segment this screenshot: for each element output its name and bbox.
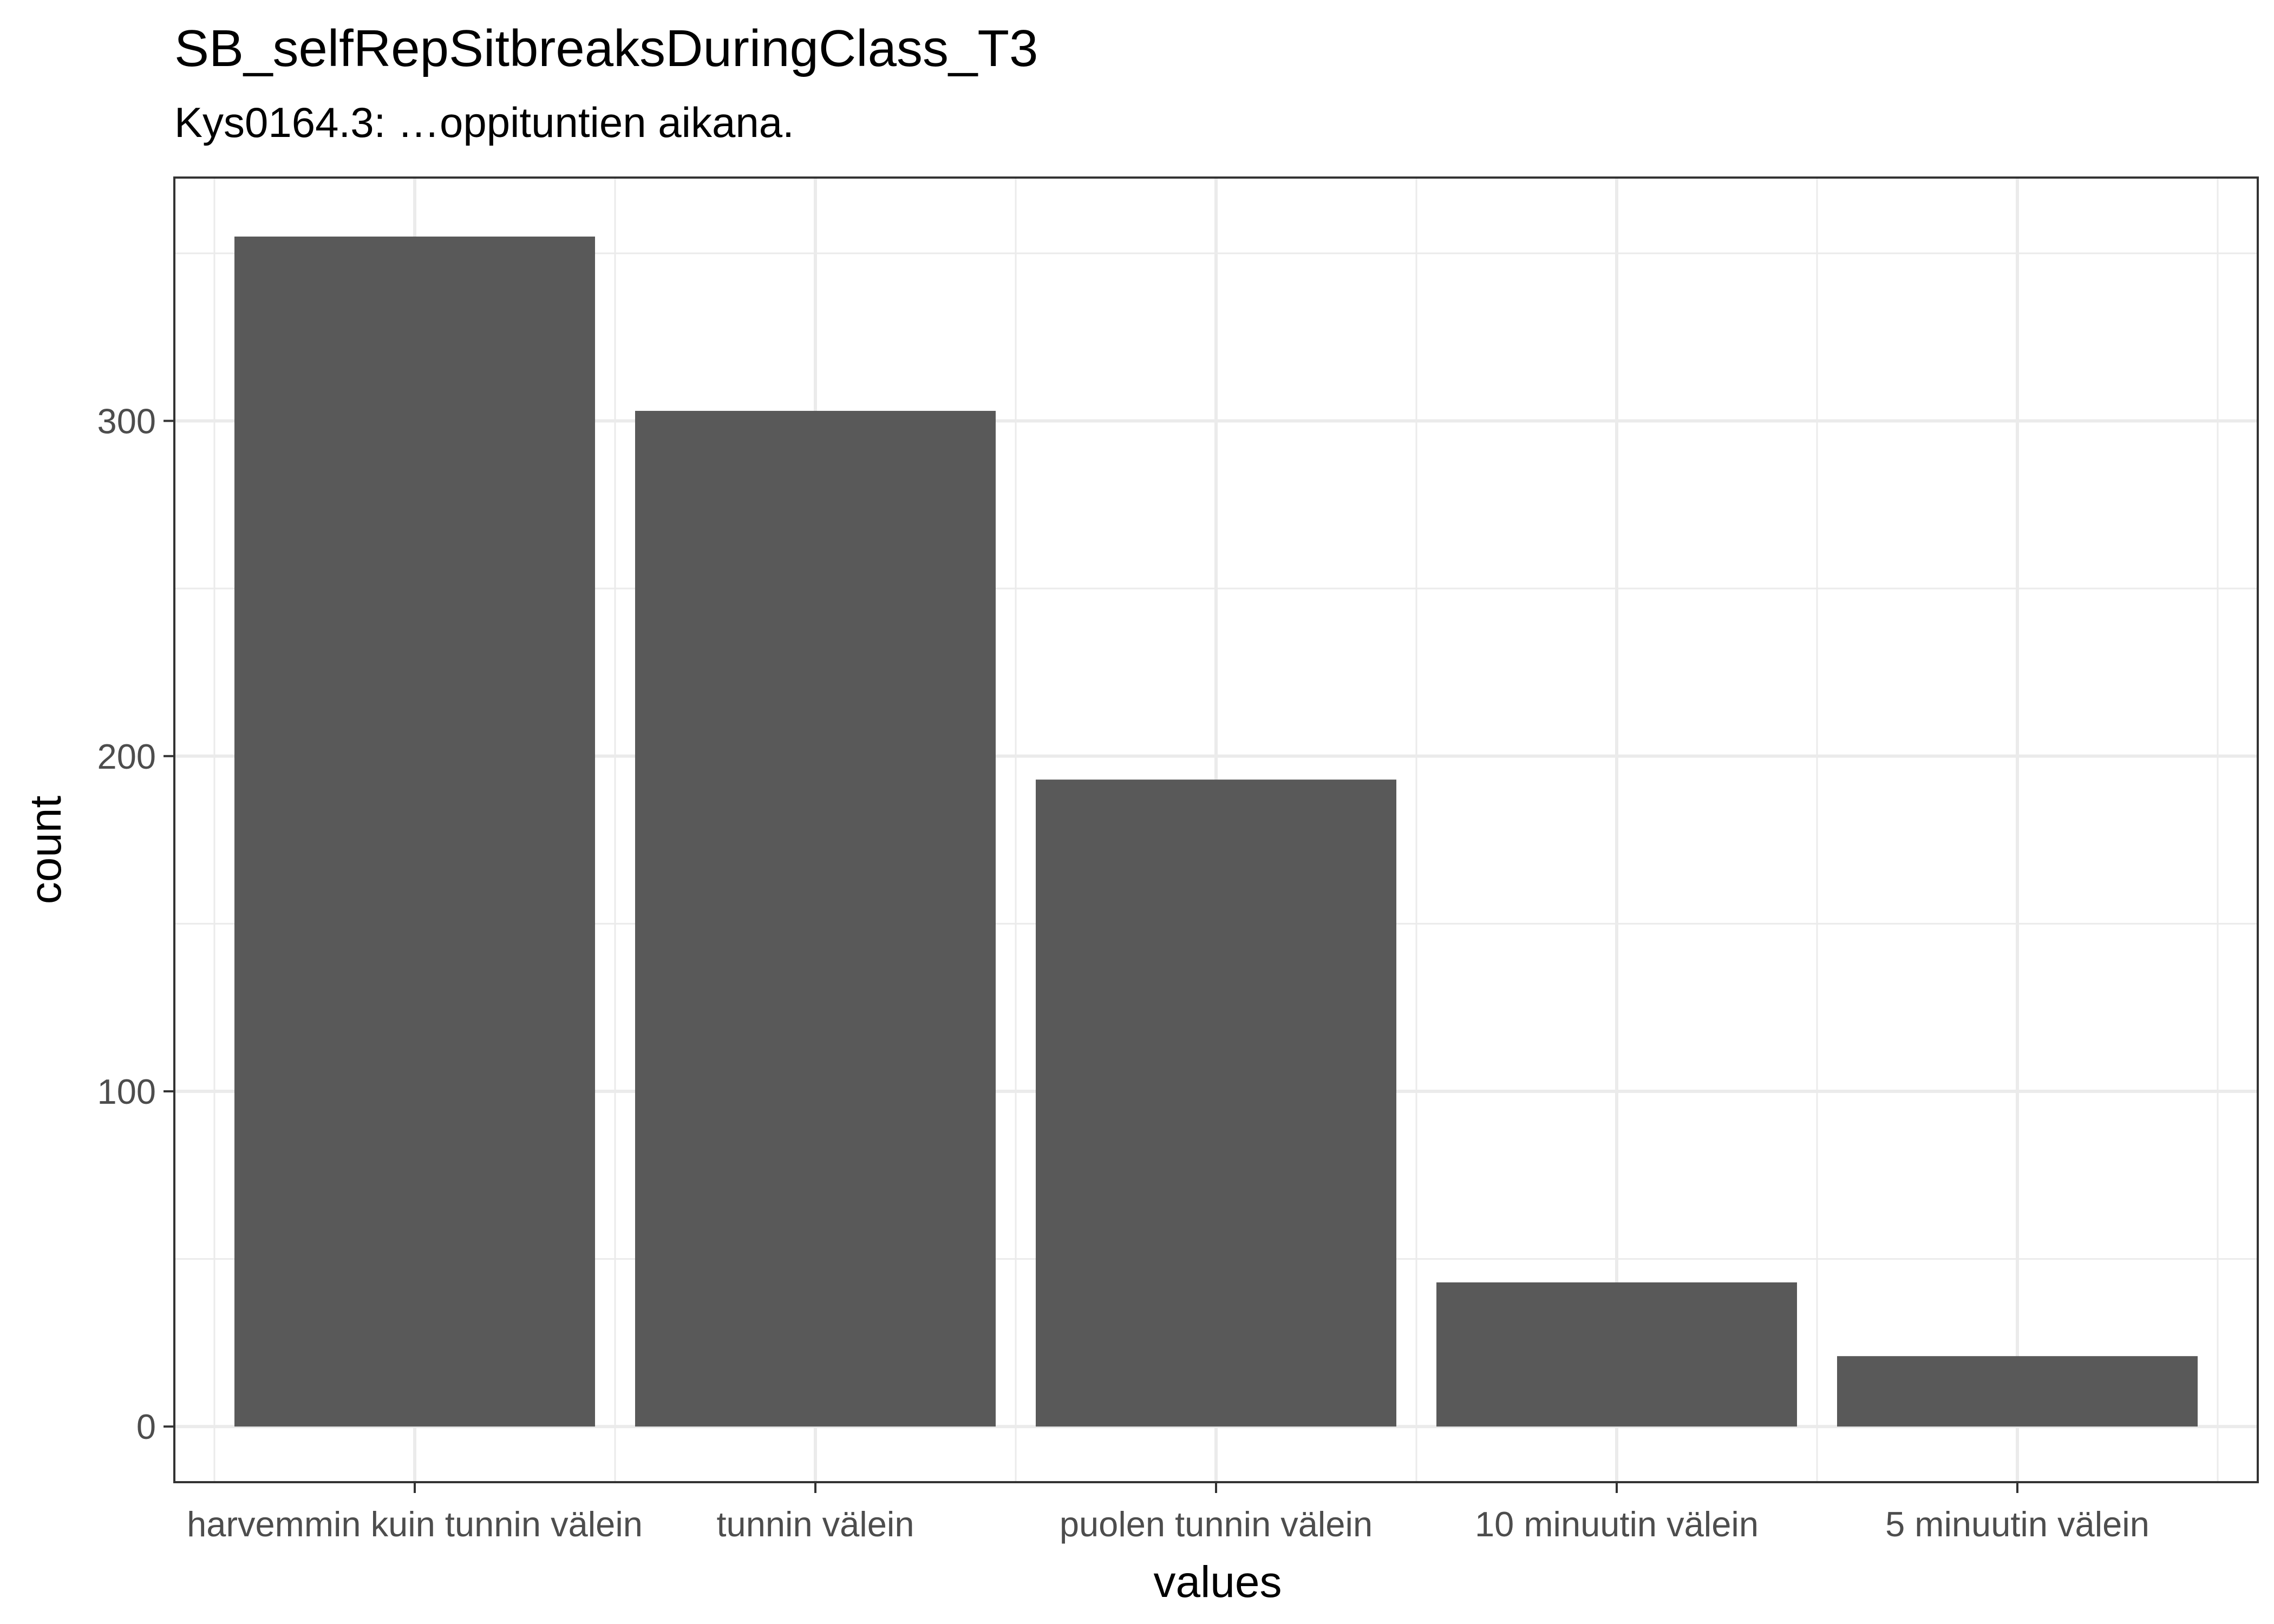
- x-tick-label: 5 minuutin välein: [1885, 1504, 2149, 1544]
- bar: [1036, 780, 1396, 1427]
- y-tick-label: 300: [97, 402, 156, 441]
- chart-subtitle: Kys0164.3: …oppituntien aikana.: [174, 99, 794, 146]
- y-axis-title: count: [21, 795, 70, 904]
- x-tick-label: 10 minuutin välein: [1475, 1504, 1759, 1544]
- bar: [1436, 1282, 1797, 1427]
- bar: [234, 236, 595, 1427]
- y-tick-label: 200: [97, 737, 156, 776]
- y-axis-ticks: 0 100 200 300: [97, 402, 174, 1446]
- y-tick-label: 0: [136, 1407, 156, 1446]
- y-tick-label: 100: [97, 1072, 156, 1111]
- bar: [635, 410, 996, 1427]
- bars: [234, 236, 2198, 1427]
- x-axis-title: values: [1153, 1557, 1282, 1607]
- bar: [1837, 1356, 2198, 1427]
- x-axis-ticks: harvemmin kuin tunnin välein tunnin välei…: [187, 1482, 2149, 1544]
- x-tick-label: puolen tunnin välein: [1060, 1504, 1373, 1544]
- chart-title: SB_selfRepSitbreaksDuringClass_T3: [174, 19, 1038, 77]
- x-tick-label: tunnin välein: [717, 1504, 914, 1544]
- x-tick-label: harvemmin kuin tunnin välein: [187, 1504, 643, 1544]
